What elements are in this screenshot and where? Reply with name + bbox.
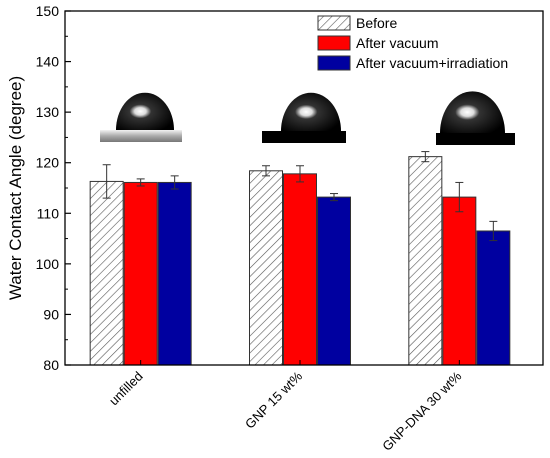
bar-before-gnp-dna-30-wt bbox=[408, 156, 443, 366]
legend-label-before: Before bbox=[356, 15, 397, 31]
water-droplet-image-gnp-dna bbox=[436, 91, 515, 145]
y-tick-label-100: 100 bbox=[36, 256, 60, 272]
y-axis-label: Water Contact Angle (degree) bbox=[6, 76, 25, 300]
bar-after-vacuum-irradiation-unfilled bbox=[157, 181, 192, 366]
y-tick-label-110: 110 bbox=[37, 205, 60, 221]
legend-label-after-vacuum-irradiation: After vacuum+irradiation bbox=[356, 55, 508, 71]
bar-before-gnp-15-wt bbox=[249, 170, 283, 366]
y-axis: 80 90 100 110 120 130 140 150 bbox=[36, 3, 71, 373]
x-tick-label-unfilled: unfilled bbox=[106, 369, 146, 409]
bars-layer bbox=[89, 156, 511, 366]
bar-after-vacuum-gnp-dna-30-wt bbox=[442, 196, 477, 366]
bar-after-vacuum-gnp-15-wt bbox=[283, 173, 317, 366]
legend-swatch-after-vacuum-irradiation bbox=[317, 55, 351, 71]
y-tick-label-90: 90 bbox=[43, 306, 59, 322]
error-bars-layer bbox=[102, 151, 498, 242]
legend-swatch-after-vacuum bbox=[317, 35, 351, 51]
bar-before-unfilled bbox=[89, 180, 124, 366]
y-tick-label-150: 150 bbox=[36, 3, 60, 19]
bar-after-vacuum-irradiation-gnp-15-wt bbox=[317, 196, 351, 366]
water-droplet-image-unfilled bbox=[100, 92, 182, 142]
legend: Before After vacuum After vacuum+irradia… bbox=[317, 15, 508, 71]
legend-label-after-vacuum: After vacuum bbox=[356, 35, 438, 51]
x-axis: unfilled GNP 15 wt% GNP-DNA 30 wt% bbox=[106, 360, 465, 454]
legend-swatch-before bbox=[317, 15, 351, 31]
bar-after-vacuum-irradiation-gnp-dna-30-wt bbox=[476, 230, 511, 366]
bar-after-vacuum-unfilled bbox=[123, 181, 158, 366]
water-droplet-image-gnp bbox=[262, 92, 346, 143]
x-tick-label-gnp-15-wt: GNP 15 wt% bbox=[242, 368, 305, 431]
x-tick-label-gnp-dna-30-wt: GNP-DNA 30 wt% bbox=[379, 368, 464, 453]
y-tick-label-130: 130 bbox=[36, 104, 60, 120]
y-tick-label-80: 80 bbox=[43, 357, 59, 373]
y-tick-label-120: 120 bbox=[36, 155, 60, 171]
y-tick-label-140: 140 bbox=[36, 54, 60, 70]
